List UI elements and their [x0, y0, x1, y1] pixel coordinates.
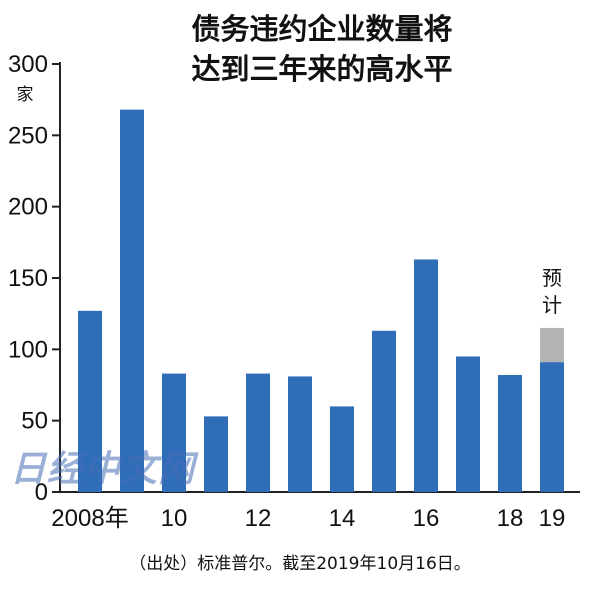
- y-axis-unit: 家: [17, 85, 34, 105]
- x-tick-label: 16: [413, 505, 440, 532]
- bar-2008: [78, 310, 102, 492]
- y-tick-label: 250: [8, 122, 48, 149]
- y-tick-label: 0: [35, 479, 48, 506]
- y-tick-label: 300: [8, 51, 48, 78]
- bar-2014: [330, 406, 354, 492]
- x-tick-label: 19: [539, 505, 566, 532]
- bar-2017: [456, 356, 480, 492]
- bar-2013: [288, 376, 312, 492]
- watermark-logo: 日经中文网: [10, 449, 196, 490]
- bar-2016: [414, 259, 438, 492]
- forecast-bar-segment: [540, 327, 564, 363]
- forecast-label: 预: [542, 266, 562, 290]
- bar-2012: [246, 373, 270, 492]
- y-tick-label: 150: [8, 265, 48, 292]
- bar-2011: [204, 416, 228, 492]
- x-tick-label: 2008年: [51, 505, 128, 532]
- bar-2010: [162, 373, 186, 492]
- x-tick-label: 14: [329, 505, 356, 532]
- source-note: （出处）标准普尔。截至2019年10月16日。: [129, 554, 471, 574]
- bar-2019: [540, 362, 564, 492]
- y-tick-label: 50: [21, 408, 48, 435]
- chart-title-line-2: 达到三年来的高水平: [191, 52, 453, 86]
- x-tick-label: 18: [497, 505, 524, 532]
- x-tick-label: 12: [245, 505, 272, 532]
- x-tick-label: 10: [161, 505, 188, 532]
- bar-2009: [120, 109, 144, 493]
- bar-2015: [372, 330, 396, 492]
- y-tick-label: 100: [8, 336, 48, 363]
- bar-2018: [498, 375, 522, 492]
- chart-title-line-1: 债务违约企业数量将: [191, 12, 453, 46]
- forecast-label: 计: [542, 293, 562, 317]
- y-tick-label: 200: [8, 194, 48, 221]
